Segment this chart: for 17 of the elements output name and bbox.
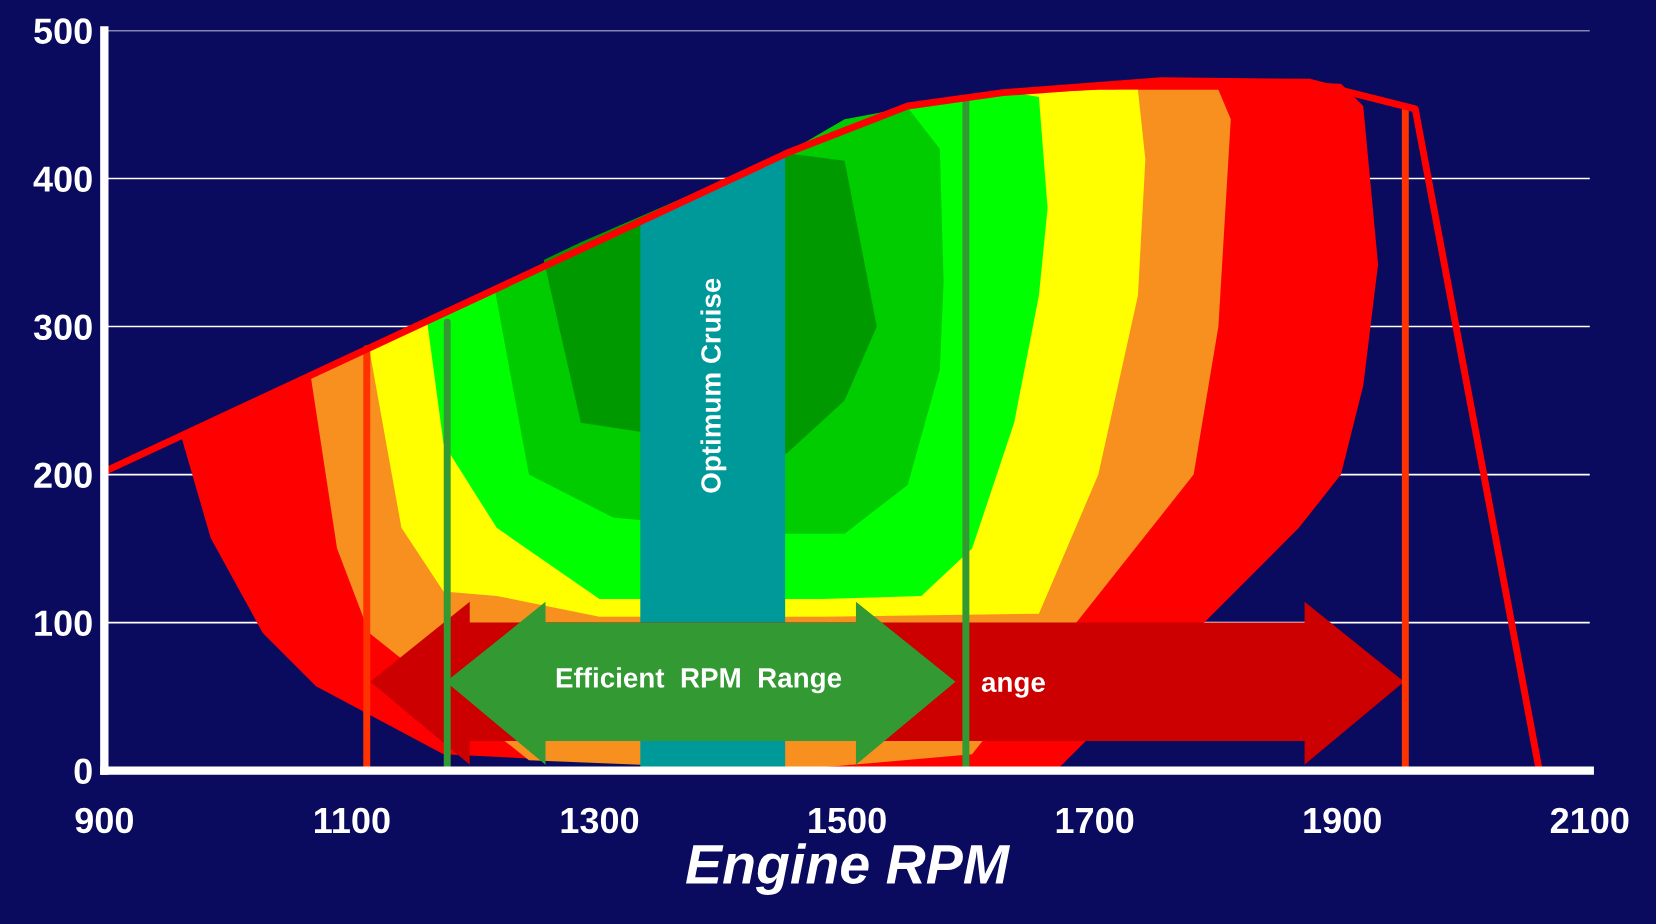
y-tick-label: 200 (34, 462, 92, 489)
x-tick-label: 1700 (1056, 807, 1134, 834)
x-tick-label: 900 (75, 807, 133, 834)
y-tick-label: 100 (35, 610, 92, 637)
x-axis-title: Engine RPM (685, 843, 1011, 895)
y-tick-label: 500 (34, 18, 92, 44)
x-tick-label: 2100 (1550, 807, 1629, 834)
x-tick-label: 1100 (315, 807, 390, 834)
x-tick-label: 1500 (809, 807, 886, 834)
annotation: Optimum Cruise (700, 278, 727, 493)
x-tick-label: 1300 (561, 807, 639, 834)
x-tick-label: 1900 (1304, 807, 1381, 834)
y-tick-label: 300 (33, 314, 92, 341)
annotation: Efficient RPM Range (556, 667, 842, 694)
y-tick-label: 400 (33, 166, 92, 192)
y-tick-label: 0 (74, 758, 92, 785)
annotation: ange (981, 676, 1045, 698)
